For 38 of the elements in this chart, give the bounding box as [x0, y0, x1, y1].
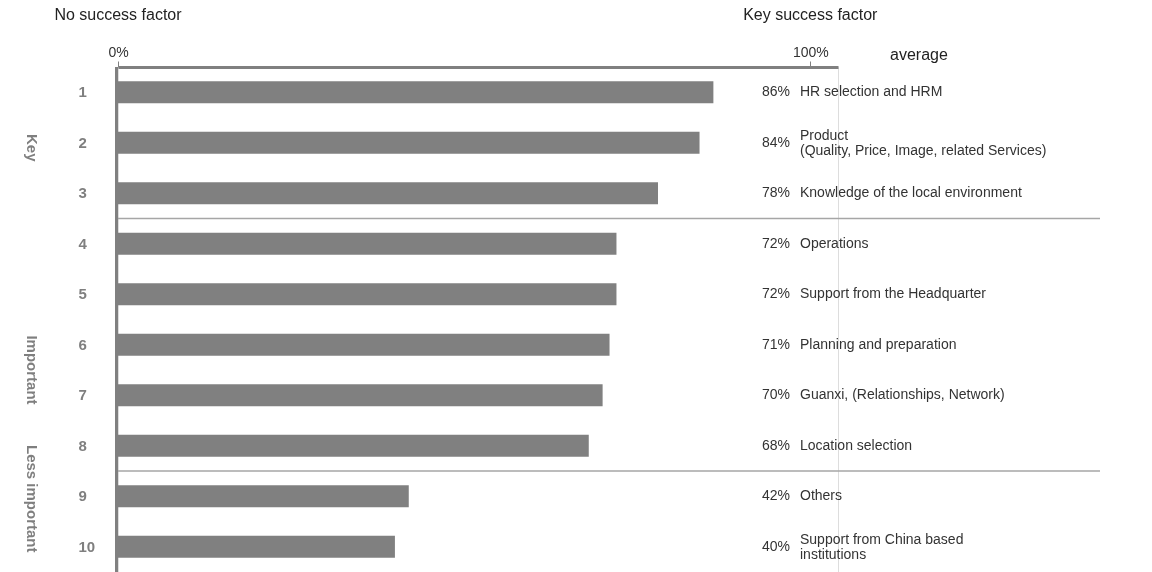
y-tick-label: 7: [78, 386, 87, 404]
data-label: 71%: [761, 335, 790, 352]
text: Important: [24, 335, 41, 405]
x-tick-label: 0%: [108, 43, 129, 60]
data-label: 84%: [761, 133, 790, 150]
y-tick-label: 1: [78, 83, 87, 101]
data-label: 40%: [761, 537, 790, 554]
y-tick-label: 4: [78, 234, 88, 252]
annotation: Guanxi, (Relationships, Network): [800, 386, 1005, 403]
y-tick-label: 6: [78, 335, 87, 353]
y-tick-label: 9: [78, 487, 87, 505]
y-tick-label: 10: [78, 537, 96, 555]
data-label: 78%: [761, 184, 790, 201]
y-tick-label: 3: [78, 184, 87, 202]
annotation: Planning and preparation: [800, 335, 957, 352]
data-label: 72%: [761, 285, 790, 302]
annotation: Others: [800, 487, 843, 504]
data-label: 42%: [761, 487, 790, 504]
annotation: Operations: [800, 234, 869, 251]
y-tick-label: 2: [78, 133, 87, 151]
text: average: [890, 46, 948, 63]
data-label: 70%: [761, 386, 790, 403]
y-tick-label: 5: [78, 285, 87, 303]
y-tick-label: 8: [78, 436, 87, 454]
text: Less important: [24, 445, 41, 553]
text: Key: [24, 134, 41, 163]
annotation: HR selection and HRM: [800, 83, 943, 100]
annotation: Knowledge of the local environment: [800, 184, 1022, 201]
text: Key success factor: [743, 6, 879, 23]
text: No success factor: [54, 6, 183, 23]
data-label: 72%: [761, 234, 790, 251]
data-label: 86%: [761, 83, 790, 100]
data-label: 68%: [761, 436, 790, 453]
annotation: Product (Quality, Price, Image, related Services): [800, 126, 1047, 158]
annotation: Support from the Headquarter: [800, 285, 987, 302]
annotation: Location selection: [800, 436, 913, 453]
annotation: Support from China based institutions: [800, 530, 964, 562]
x-tick-label: 100%: [792, 43, 829, 60]
